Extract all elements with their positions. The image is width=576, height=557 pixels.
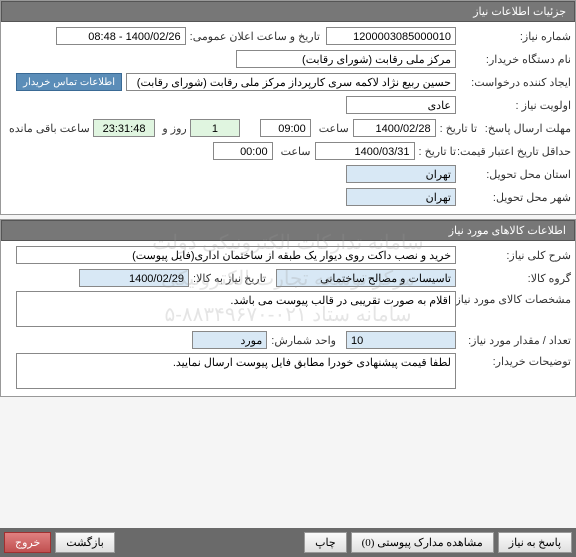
deadline-time-field: 09:00 (260, 119, 311, 137)
group-label: گروه کالا: (456, 272, 571, 285)
time-label-1: ساعت (315, 122, 349, 135)
unit-field: مورد (192, 331, 267, 349)
deadline-label: مهلت ارسال پاسخ: (477, 122, 571, 135)
notes-field: لطفا قیمت پیشنهادی خودرا مطابق فایل پیوس… (16, 353, 456, 389)
buyer-label: نام دستگاه خریدار: (456, 53, 571, 66)
need-by-label: تاریخ نیاز به کالا: (189, 272, 266, 285)
qty-field: 10 (346, 331, 456, 349)
print-button[interactable]: چاپ (304, 532, 347, 553)
desc-field: خرید و نصب داکت روی دیوار یک طبقه از ساخ… (16, 246, 456, 264)
remain-suffix-label: ساعت باقی مانده (5, 122, 90, 135)
back-button[interactable]: بازگشت (55, 532, 115, 553)
city-label: شهر محل تحویل: (456, 191, 571, 204)
qty-label: تعداد / مقدار مورد نیاز: (456, 334, 571, 347)
spec-label: مشخصات کالای مورد نیاز: (456, 291, 571, 306)
time-label-2: ساعت (277, 145, 311, 158)
priority-label: اولویت نیاز : (456, 99, 571, 112)
province-field: تهران (346, 165, 456, 183)
spec-field: اقلام به صورت تقریبی در قالب پیوست می با… (16, 291, 456, 327)
section2-header: اطلاعات کالاهای مورد نیاز (1, 220, 575, 241)
exit-button[interactable]: خروج (4, 532, 51, 553)
announce-label: تاریخ و ساعت اعلان عمومی: (186, 30, 320, 43)
min-validity-label: حداقل تاریخ اعتبار قیمت: (456, 145, 571, 158)
deadline-date-field: 1400/02/28 (353, 119, 436, 137)
remain-time-field: 23:31:48 (93, 119, 156, 137)
city-field: تهران (346, 188, 456, 206)
group-field: تاسیسات و مصالح ساختمانی (276, 269, 456, 287)
desc-label: شرح کلی نیاز: (456, 249, 571, 262)
priority-field: عادی (346, 96, 456, 114)
buyer-field: مرکز ملی رقابت (شورای رقابت) (236, 50, 456, 68)
creator-field: حسین ربیع نژاد لاکمه سری کارپرداز مرکز م… (126, 73, 456, 91)
attachments-button[interactable]: مشاهده مدارک پیوستی (0) (351, 532, 494, 553)
unit-label: واحد شمارش: (267, 334, 336, 347)
day-and-label: روز و (158, 122, 186, 135)
province-label: استان محل تحویل: (456, 168, 571, 181)
creator-label: ایجاد کننده درخواست: (456, 76, 571, 89)
validity-time-field: 00:00 (213, 142, 273, 160)
reply-button[interactable]: پاسخ به نیاز (498, 532, 572, 553)
announce-field: 1400/02/26 - 08:48 (56, 27, 186, 45)
remain-days-field: 1 (190, 119, 241, 137)
need-no-field: 1200003085000010 (326, 27, 456, 45)
notes-label: توضیحات خریدار: (456, 353, 571, 368)
need-no-label: شماره نیاز: (456, 30, 571, 43)
to-date-label-1: تا تاریخ : (436, 122, 477, 135)
need-by-field: 1400/02/29 (79, 269, 189, 287)
validity-date-field: 1400/03/31 (315, 142, 415, 160)
footer-bar: پاسخ به نیاز مشاهده مدارک پیوستی (0) چاپ… (0, 528, 576, 557)
to-date-label-2: تا تاریخ : (415, 145, 456, 158)
contact-button[interactable]: اطلاعات تماس خریدار (16, 73, 122, 91)
section1-header: جزئیات اطلاعات نیاز (1, 1, 575, 22)
